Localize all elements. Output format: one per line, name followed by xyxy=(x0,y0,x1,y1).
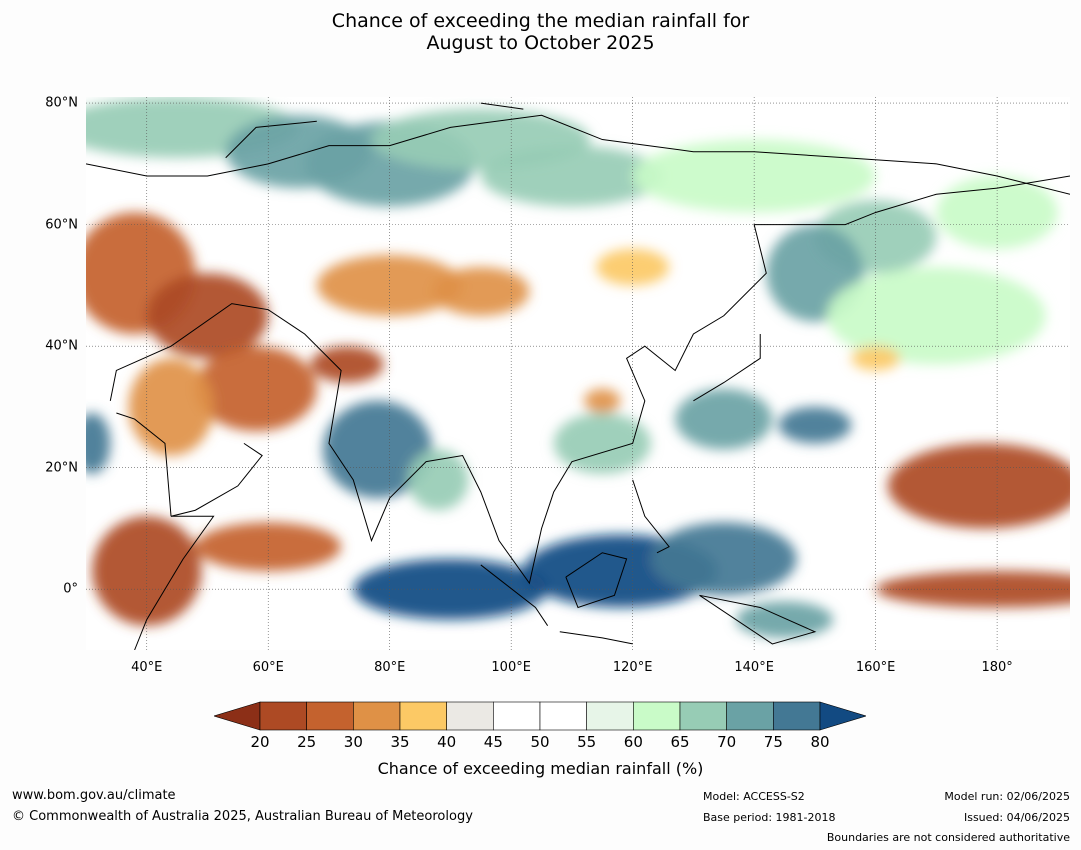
colorbar-segment xyxy=(399,701,447,731)
coastline xyxy=(86,114,1070,195)
region-new-guinea-wet xyxy=(735,601,834,638)
lon-label: 160°E xyxy=(855,660,896,675)
colorbar-segment xyxy=(586,701,634,731)
model-name: Model: ACCESS-S2 xyxy=(703,790,805,803)
coastline xyxy=(116,412,172,517)
lon-label: 120°E xyxy=(612,660,653,675)
colorbar-segment xyxy=(259,701,307,731)
colorbar-segment xyxy=(353,701,401,731)
lon-label: 60°E xyxy=(252,660,284,675)
region-caspian-dry xyxy=(146,273,269,359)
coastline xyxy=(225,120,317,159)
lat-label: 80°N xyxy=(45,95,78,111)
colorbar-tick-label: 30 xyxy=(343,733,363,751)
title-line-2: August to October 2025 xyxy=(426,32,655,54)
website-link[interactable]: www.bom.gov.au/climate xyxy=(12,788,176,803)
region-east-indian-ocean-wet xyxy=(353,558,548,620)
region-bering xyxy=(936,176,1058,249)
disclaimer: Boundaries are not considered authoritat… xyxy=(826,831,1070,844)
colorbar-segment xyxy=(679,701,727,731)
colorbar-tick-label: 80 xyxy=(810,733,830,751)
colorbar-tick-label: 20 xyxy=(250,733,270,751)
lon-label: 40°E xyxy=(131,660,163,675)
coastline xyxy=(109,175,1070,585)
region-arabia-dry xyxy=(128,358,214,456)
chart-title: Chance of exceeding the median rainfall … xyxy=(0,10,1081,54)
region-equatorial-pacific-dry xyxy=(875,571,1070,608)
colorbar-tick-label: 60 xyxy=(623,733,643,751)
region-red-sea-wet xyxy=(86,413,111,474)
colorbar-label: Chance of exceeding median rainfall (%) xyxy=(377,759,704,778)
lat-label: 40°N xyxy=(45,338,78,354)
region-mongolia-dry xyxy=(432,267,530,316)
region-yangtze-dry xyxy=(584,388,621,413)
issued-date: Issued: 04/06/2025 xyxy=(963,811,1070,824)
colorbar-tick-label: 45 xyxy=(483,733,503,751)
colorbar-tick-label: 75 xyxy=(763,733,783,751)
coastline xyxy=(480,564,549,626)
colorbar-segment xyxy=(446,701,494,731)
colorbar-extend-low xyxy=(214,701,261,731)
colorbar-segment xyxy=(306,701,354,731)
region-horn-of-africa-dry xyxy=(92,516,202,626)
region-arabian-sea-dry xyxy=(195,522,342,571)
colorbar-segment xyxy=(633,701,681,731)
region-west-pacific-dry xyxy=(887,443,1070,529)
region-central-asia-dry xyxy=(316,255,463,316)
lon-label: 100°E xyxy=(491,660,531,675)
coastline xyxy=(170,442,263,517)
colorbar-tick-label: 40 xyxy=(437,733,457,751)
colorbar-tick-label: 65 xyxy=(670,733,690,751)
lat-label: 60°N xyxy=(45,217,78,233)
coastline xyxy=(693,334,761,402)
colorbar-tick-label: 25 xyxy=(297,733,317,751)
colorbar-tick-label: 55 xyxy=(577,733,597,751)
region-himalaya-dry xyxy=(310,346,384,383)
region-east-china-sea-wet xyxy=(675,388,773,450)
lon-label: 180° xyxy=(981,660,1013,675)
coastline xyxy=(134,515,215,650)
coastline xyxy=(480,102,524,110)
lat-label: 20°N xyxy=(45,460,78,476)
colorbar-segment xyxy=(539,701,587,731)
region-central-siberia xyxy=(480,145,664,207)
colorbar-tick-label: 70 xyxy=(717,733,737,751)
lon-label: 80°E xyxy=(374,660,406,675)
region-bay-of-bengal xyxy=(407,449,469,511)
colorbar-extend-high xyxy=(819,701,866,731)
region-south-china-wet xyxy=(553,413,651,474)
colorbar-segment xyxy=(726,701,774,731)
coastline xyxy=(559,631,633,645)
region-iran-dry xyxy=(195,346,317,432)
model-run-date: Model run: 02/06/2025 xyxy=(944,790,1070,803)
coastline xyxy=(699,594,817,645)
rainfall-map xyxy=(86,97,1070,650)
title-line-1: Chance of exceeding the median rainfall … xyxy=(331,10,750,32)
copyright-text: © Commonwealth of Australia 2025, Austra… xyxy=(12,809,473,824)
region-tropical-pacific-wet xyxy=(778,406,852,444)
colorbar-tick-label: 35 xyxy=(390,733,410,751)
colorbar xyxy=(214,701,866,731)
colorbar-tick-label: 50 xyxy=(530,733,550,751)
lat-label: 0° xyxy=(63,581,78,597)
base-period: Base period: 1981-2018 xyxy=(703,811,836,824)
region-philippine-sea-wet xyxy=(650,522,797,596)
colorbar-segment xyxy=(773,701,821,731)
colorbar-segment xyxy=(493,701,541,731)
region-north-pacific xyxy=(827,267,1046,365)
coastline xyxy=(565,552,628,609)
region-manchuria-dry xyxy=(596,248,670,286)
coastline xyxy=(632,479,670,554)
lon-label: 140°E xyxy=(734,660,774,675)
region-india-wet xyxy=(322,400,433,499)
